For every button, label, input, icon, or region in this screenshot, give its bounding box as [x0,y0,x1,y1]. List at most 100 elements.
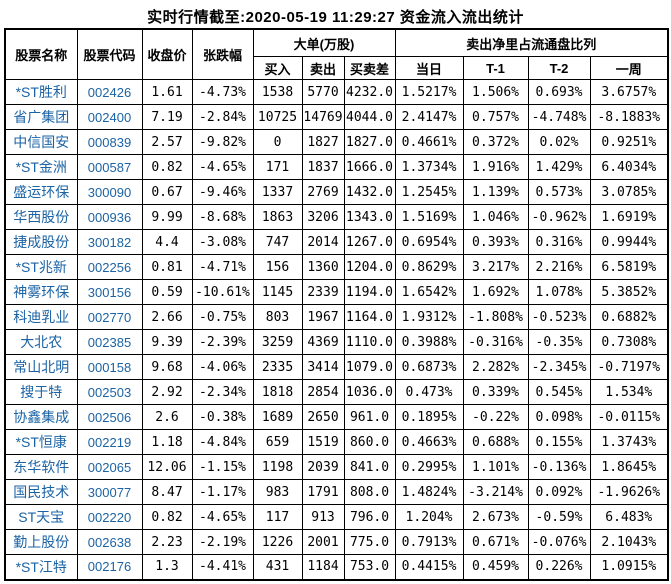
stock-name-cell[interactable]: *ST胜利 [4,79,78,105]
stock-name-cell[interactable]: *ST金洲 [4,154,78,180]
stock-name-cell[interactable]: 神雾环保 [4,279,78,305]
ratio-week-cell: 1.3743% [589,429,669,455]
close-price-cell: 8.47 [141,479,193,505]
change-percent-cell: -4.65% [191,154,254,180]
buy-sell-diff-cell: 1079.0 [343,354,396,380]
stock-name-cell[interactable]: 国民技术 [4,479,78,505]
table-row: 常山北明 000158 9.68 -4.06% 2335 3414 1079.0 0.6873… [4,354,669,380]
table-row: 中信国安 000839 2.57 -9.82% 0 1827 1827.0 0.4661% 0.… [4,129,669,155]
stock-code-cell[interactable]: 002065 [76,454,143,480]
stock-code-cell[interactable]: 002503 [76,379,143,405]
table-row: *ST金洲 000587 0.82 -4.65% 171 1837 1666.0 1.3734… [4,154,669,180]
stock-name-cell[interactable]: 科迪乳业 [4,304,78,330]
stock-code-cell[interactable]: 000158 [76,354,143,380]
stock-name-cell[interactable]: *ST恒康 [4,429,78,455]
sell-volume-cell: 2001 [301,529,345,555]
buy-volume-cell: 983 [252,479,303,505]
stock-name-cell[interactable]: 东华软件 [4,454,78,480]
buy-sell-diff-cell: 841.0 [343,454,396,480]
ratio-week-cell: 0.9944% [589,229,669,255]
stock-name-cell[interactable]: 中信国安 [4,129,78,155]
sell-volume-cell: 2769 [301,179,345,205]
stock-code-cell[interactable]: 300182 [76,229,143,255]
stock-code-cell[interactable]: 002220 [76,504,143,530]
ratio-week-cell: 3.6757% [589,79,669,105]
stock-name-cell[interactable]: *ST江特 [4,554,78,580]
buy-sell-diff-cell: 1432.0 [343,179,396,205]
ratio-t2-cell: 0.316% [527,229,591,255]
stock-name-cell[interactable]: 常山北明 [4,354,78,380]
stock-name-cell[interactable]: 协鑫集成 [4,404,78,430]
sell-volume-cell: 1837 [301,154,345,180]
buy-volume-cell: 659 [252,429,303,455]
stock-name-cell[interactable]: ST天宝 [4,504,78,530]
close-price-cell: 2.57 [141,129,193,155]
stock-name-cell[interactable]: 搜于特 [4,379,78,405]
col-header-current-day: 当日 [394,56,464,80]
buy-volume-cell: 1863 [252,204,303,230]
stock-name-cell[interactable]: 捷成股份 [4,229,78,255]
stock-code-cell[interactable]: 002506 [76,404,143,430]
table-row: 省广集团 002400 7.19 -2.84% 10725 14769 4044.0 2.41… [4,104,669,130]
ratio-week-cell: 5.3852% [589,279,669,305]
table-row: ST天宝 002220 0.82 -4.65% 117 913 796.0 1.204% 2.6… [4,504,669,530]
stock-name-cell[interactable]: 勤上股份 [4,529,78,555]
close-price-cell: 1.61 [141,79,193,105]
ratio-day-cell: 1.4824% [394,479,464,505]
close-price-cell: 4.4 [141,229,193,255]
buy-volume-cell: 1226 [252,529,303,555]
ratio-t1-cell: 2.282% [462,354,529,380]
stock-name-cell[interactable]: 大北农 [4,329,78,355]
ratio-t1-cell: 0.459% [462,554,529,580]
stock-name-cell[interactable]: 省广集团 [4,104,78,130]
report-title: 实时行情截至:2020-05-19 11:29:27 资金流入流出统计 [147,9,524,26]
sell-volume-cell: 2339 [301,279,345,305]
stock-code-cell[interactable]: 002176 [76,554,143,580]
change-percent-cell: -8.68% [191,204,254,230]
sell-volume-cell: 1827 [301,129,345,155]
stock-code-cell[interactable]: 002256 [76,254,143,280]
buy-sell-diff-cell: 1194.0 [343,279,396,305]
stock-code-cell[interactable]: 000587 [76,154,143,180]
sell-volume-cell: 14769 [301,104,345,130]
stock-code-cell[interactable]: 000839 [76,129,143,155]
change-percent-cell: -0.75% [191,304,254,330]
sell-volume-cell: 3206 [301,204,345,230]
stock-code-cell[interactable]: 300077 [76,479,143,505]
stock-code-cell[interactable]: 300090 [76,179,143,205]
table-row: 华西股份 000936 9.99 -8.68% 1863 3206 1343.0 1.5169… [4,204,669,230]
ratio-day-cell: 1.3734% [394,154,464,180]
col-header-change-percent: 张跌幅 [191,28,254,80]
stock-name-cell[interactable]: 盛运环保 [4,179,78,205]
change-percent-cell: -9.82% [191,129,254,155]
ratio-t1-cell: 1.506% [462,79,529,105]
stock-code-cell[interactable]: 002638 [76,529,143,555]
stock-code-cell[interactable]: 002219 [76,429,143,455]
stock-name-cell[interactable]: 华西股份 [4,204,78,230]
col-header-sell: 卖出 [301,56,345,80]
ratio-day-cell: 0.4661% [394,129,464,155]
stock-code-cell[interactable]: 002400 [76,104,143,130]
ratio-t1-cell: -3.214% [462,479,529,505]
stock-code-cell[interactable]: 300156 [76,279,143,305]
buy-sell-diff-cell: 1110.0 [343,329,396,355]
close-price-cell: 1.18 [141,429,193,455]
ratio-t1-cell: 0.757% [462,104,529,130]
ratio-week-cell: 6.5819% [589,254,669,280]
ratio-t1-cell: 1.916% [462,154,529,180]
ratio-day-cell: 2.4147% [394,104,464,130]
close-price-cell: 0.82 [141,154,193,180]
change-percent-cell: -0.38% [191,404,254,430]
stock-code-cell[interactable]: 002426 [76,79,143,105]
close-price-cell: 2.6 [141,404,193,430]
col-header-buy: 买入 [252,56,303,80]
ratio-t2-cell: -0.59% [527,504,591,530]
stock-code-cell[interactable]: 000936 [76,204,143,230]
ratio-day-cell: 0.6954% [394,229,464,255]
stock-code-cell[interactable]: 002770 [76,304,143,330]
table-row: *ST胜利 002426 1.61 -4.73% 1538 5770 4232.0 1.521… [4,79,669,105]
close-price-cell: 9.99 [141,204,193,230]
stock-name-cell[interactable]: *ST兆新 [4,254,78,280]
stock-code-cell[interactable]: 002385 [76,329,143,355]
